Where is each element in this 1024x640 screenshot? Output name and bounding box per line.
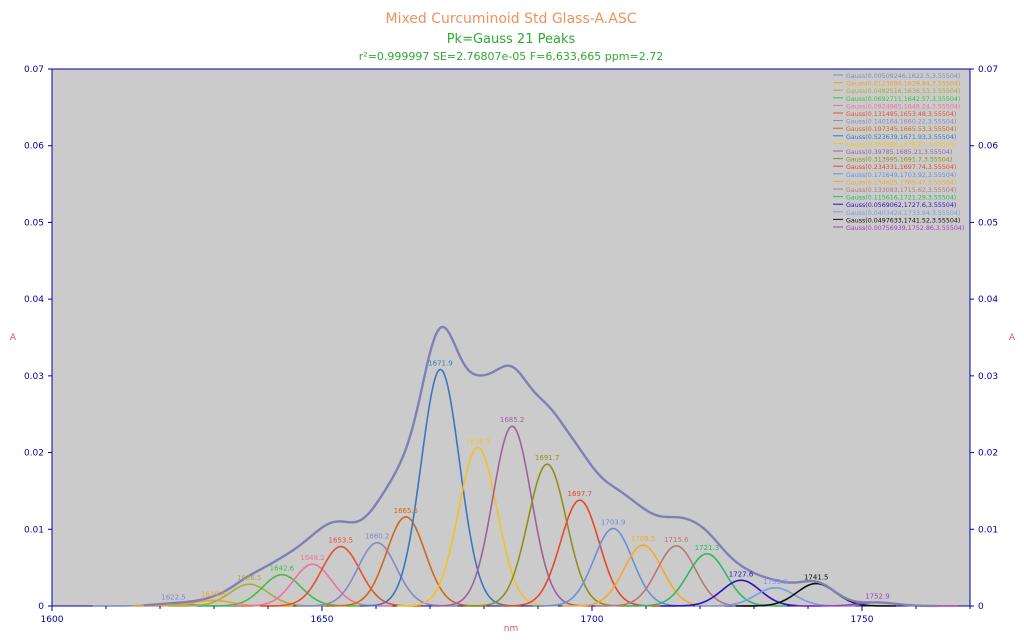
peak-label: 1665.5 [394,507,419,515]
peak-curve [296,541,458,607]
y-axis-right: 0 0.01 0.02 0.03 0.04 0.05 0.06 0.07 [970,65,998,612]
legend-entry: Gauss(0.39785,1685.21,3.55504) [846,149,952,156]
legend-entry: Gauss(0.00509246,1622.5,3.55504) [846,73,960,80]
legend-entry: Gauss(0.313995,1691.7,3.55504) [846,157,952,164]
y-tick-label-left: 0 [38,602,44,612]
legend-entry: Gauss(0.0123096,1629.84,3.55504) [846,81,960,88]
y-tick-label-right: 0.07 [978,65,998,75]
legend: Gauss(0.00509246,1622.5,3.55504)Gauss(0.… [833,73,964,232]
peak-label: 1629.8 [201,590,226,598]
y-axis-label-right: A [1009,333,1016,343]
peak-label: 1709.5 [631,535,656,543]
peak-curve [466,463,628,607]
chart-stats: r²=0.999997 SE=2.76807e-05 F=6,633,665 p… [359,50,663,63]
y-axis-left: 0 0.01 0.02 0.03 0.04 0.05 0.06 0.07 [24,65,52,612]
y-tick-label-left: 0.06 [24,142,44,152]
legend-entry: Gauss(0.234331,1697.74,3.55504) [846,164,956,171]
y-tick-label-left: 0.04 [24,295,44,305]
peak-curve [532,527,694,607]
peak-curve [359,368,521,607]
peak-label: 1671.9 [428,359,453,367]
y-axis-label-left: A [10,333,17,343]
x-axis-label: nm [504,624,518,634]
y-tick-label-right: 0 [978,602,984,612]
peak-curve [325,516,486,607]
y-tick-label-left: 0.01 [24,525,44,535]
peak-label: 1678.9 [466,437,491,445]
x-tick-label: 1700 [581,615,604,625]
peak-label: 1653.5 [329,537,354,545]
legend-entry: Gauss(0.197345,1665.53,3.55504) [846,126,956,133]
y-tick-label-right: 0.01 [978,525,998,535]
x-tick-label: 1650 [311,615,334,625]
peak-label: 1703.9 [601,518,626,526]
peak-curve [499,499,660,607]
peak-label: 1721.3 [695,544,720,552]
legend-entry: Gauss(0.133083,1715.62,3.55504) [846,187,956,194]
legend-entry: Gauss(0.0569062,1727.6,3.55504) [846,202,956,209]
peak-label: 1636.5 [237,574,262,582]
legend-entry: Gauss(0.140164,1660.22,3.55504) [846,119,956,126]
peak-curves [92,368,958,607]
legend-entry: Gauss(0.131495,1653.48,3.55504) [846,111,956,118]
chart-title: Mixed Curcuminoid Std Glass-A.ASC [385,11,636,27]
legend-entry: Gauss(0.0924985,1648.24,3.55504) [846,103,960,110]
y-tick-label-left: 0.05 [24,218,44,228]
y-tick-label-right: 0.02 [978,449,998,459]
legend-entry: Gauss(0.134625,1709.47,3.55504) [846,179,956,186]
y-tick-label-left: 0.07 [24,65,44,75]
legend-entry: Gauss(0.0692711,1642.57,3.55504) [846,96,960,103]
y-tick-label-left: 0.02 [24,449,44,459]
legend-entry: Gauss(0.00756939,1752.86,3.55504) [846,225,964,232]
sum-curve [143,325,938,608]
peak-curve [660,579,822,607]
legend-entry: Gauss(0.523639,1671.93,3.55504) [846,134,956,141]
legend-entry: Gauss(0.350984,1678.87,3.55504) [846,141,956,148]
peak-label: 1733.9 [763,578,788,586]
legend-entry: Gauss(0.0403424,1733.94,3.55504) [846,210,960,217]
legend-entry: Gauss(0.115616,1721.29,3.55504) [846,195,956,202]
x-tick-label: 1750 [851,615,874,625]
peak-labels: 1622.5 1629.8 1636.5 1642.6 1648.2 1653.5 1660… [161,359,889,601]
peak-label: 1727.6 [729,570,754,578]
peak-label: 1622.5 [161,594,186,602]
peak-label: 1691.7 [535,454,560,462]
peak-label: 1642.6 [270,565,295,573]
y-tick-label-right: 0.03 [978,372,998,382]
legend-entry: Gauss(0.0482516,1636.53,3.55504) [846,88,960,95]
peak-label: 1660.2 [365,533,390,541]
legend-entry: Gauss(0.0497633,1741.52,3.55504) [846,217,960,224]
y-tick-label-right: 0.04 [978,295,998,305]
peak-curve [260,545,421,607]
y-tick-label-left: 0.03 [24,372,44,382]
plot-area [51,68,971,607]
x-tick-label: 1600 [41,615,64,625]
x-axis: 1600 1650 1700 1750 [41,606,971,625]
peak-label: 1715.6 [664,536,689,544]
peak-label: 1685.2 [500,416,525,424]
peak-label: 1741.5 [804,574,829,582]
peak-label: 1752.9 [865,593,890,601]
peak-label: 1697.7 [568,490,593,498]
peak-label: 1648.2 [300,554,325,562]
chart-subtitle: Pk=Gauss 21 Peaks [447,32,576,47]
y-tick-label-right: 0.06 [978,142,998,152]
y-tick-label-right: 0.05 [978,218,998,228]
peak-curve [735,582,897,607]
legend-entry: Gauss(0.171649,1703.92,3.55504) [846,172,956,179]
